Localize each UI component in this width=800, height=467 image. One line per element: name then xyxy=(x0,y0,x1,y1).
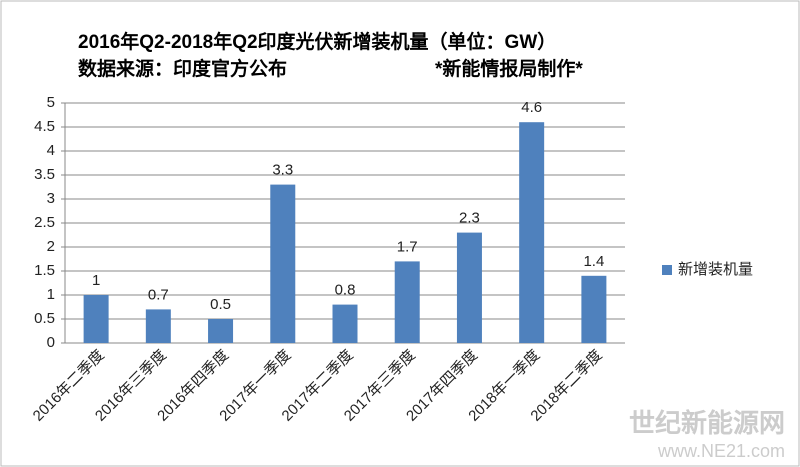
data-label: 1.4 xyxy=(583,253,604,270)
bar xyxy=(519,122,545,343)
y-tick-label: 1 xyxy=(47,286,55,303)
bar xyxy=(456,232,482,343)
y-tick-label: 4 xyxy=(47,142,55,159)
y-tick-label: 5 xyxy=(47,94,55,111)
y-tick-label: 0 xyxy=(47,334,55,351)
legend-swatch xyxy=(662,265,672,275)
watermark: www.NE21.com xyxy=(657,441,785,461)
data-label: 3.3 xyxy=(272,162,293,179)
y-tick-label: 3.5 xyxy=(34,166,55,183)
y-tick-label: 1.5 xyxy=(34,262,55,279)
legend-label: 新增装机量 xyxy=(678,261,753,278)
y-tick-label: 4.5 xyxy=(34,118,55,135)
y-tick-label: 3 xyxy=(47,190,55,207)
bar xyxy=(581,275,607,343)
data-label: 1.7 xyxy=(397,238,418,255)
bar xyxy=(394,261,420,343)
bar xyxy=(83,295,109,343)
data-label: 2.3 xyxy=(459,210,480,227)
y-tick-label: 2 xyxy=(47,238,55,255)
data-label: 0.7 xyxy=(148,286,169,303)
chart-subtitle: 数据来源：印度官方公布 xyxy=(78,57,287,80)
y-tick-label: 0.5 xyxy=(34,310,55,327)
watermark: 世纪新能源网 xyxy=(629,408,785,438)
data-label: 1 xyxy=(92,272,100,289)
bar xyxy=(270,184,296,343)
data-label: 0.5 xyxy=(210,296,231,313)
bar xyxy=(145,309,171,343)
chart-title: 2016年Q2-2018年Q2印度光伏新增装机量（单位：GW） xyxy=(78,30,556,53)
y-tick-label: 2.5 xyxy=(34,214,55,231)
bar xyxy=(332,304,358,343)
data-label: 4.6 xyxy=(521,99,542,116)
chart-credit: *新能情报局制作* xyxy=(435,57,583,80)
bar xyxy=(208,319,234,343)
data-label: 0.8 xyxy=(335,282,356,299)
